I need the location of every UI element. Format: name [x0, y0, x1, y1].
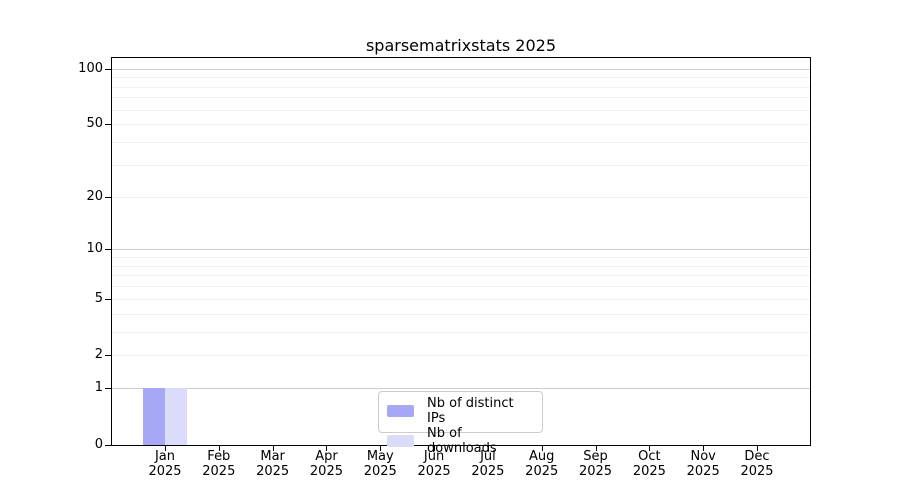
- x-tick-month: May: [366, 449, 394, 464]
- x-tick-year: 2025: [578, 464, 613, 479]
- x-tick-year: 2025: [632, 464, 666, 479]
- x-tick-year: 2025: [363, 464, 397, 479]
- gridline-minor: [112, 275, 810, 277]
- gridline-minor: [112, 164, 810, 166]
- y-axis-tick-label: 20: [86, 188, 103, 204]
- x-axis-tick: [165, 445, 166, 451]
- x-tick-month: Oct: [638, 449, 661, 464]
- y-axis-tick-label: 0: [94, 437, 103, 452]
- x-axis-tick-label: Jun 2025: [402, 449, 466, 479]
- gridline-minor: [112, 355, 810, 357]
- legend-label-distinct-ips: Nb of distinct IPs: [427, 396, 514, 426]
- x-axis-tick-label: Sep 2025: [564, 449, 628, 479]
- x-axis-tick: [380, 445, 382, 451]
- legend-item-distinct-ips: Nb of distinct IPs: [387, 396, 534, 426]
- x-tick-month: Dec: [744, 449, 770, 464]
- gridline-minor: [112, 265, 810, 267]
- x-axis-tick: [487, 445, 489, 451]
- x-tick-month: Feb: [207, 449, 231, 464]
- gridline-minor: [112, 298, 810, 300]
- x-axis-tick-label: Jul 2025: [456, 449, 520, 479]
- x-axis-tick: [757, 445, 758, 451]
- x-axis-tick: [326, 445, 328, 451]
- gridline-minor: [112, 257, 810, 259]
- legend-item-downloads: Nb of downloads: [387, 426, 534, 456]
- y-axis-tick: [105, 298, 111, 300]
- x-axis-tick-label: Jan 2025: [133, 449, 197, 479]
- x-tick-year: 2025: [686, 464, 720, 479]
- x-tick-month: Nov: [690, 449, 716, 464]
- x-tick-month: Aug: [529, 449, 555, 464]
- y-axis-tick: [105, 249, 111, 251]
- y-axis-tick: [105, 388, 111, 390]
- x-axis-tick-label: Nov 2025: [671, 449, 735, 479]
- y-axis-tick: [105, 355, 111, 357]
- x-tick-year: 2025: [148, 464, 182, 479]
- gridline-major: [112, 249, 810, 251]
- bar-downloads: [165, 388, 187, 445]
- x-tick-year: 2025: [202, 464, 236, 479]
- legend-swatch-downloads-icon: [387, 435, 414, 447]
- gridline-minor: [112, 77, 810, 79]
- gridline-minor: [112, 97, 810, 99]
- x-axis-tick: [595, 445, 597, 451]
- gridline-minor: [112, 196, 810, 198]
- x-axis-tick-label: Apr 2025: [294, 449, 358, 479]
- x-axis-tick: [218, 445, 220, 451]
- y-axis-tick-label: 10: [86, 241, 103, 257]
- x-axis-tick: [649, 445, 651, 451]
- x-tick-month: Mar: [260, 449, 285, 464]
- bar-distinct-ips: [143, 388, 165, 445]
- gridline-minor: [112, 109, 810, 111]
- plot-area: [105, 57, 811, 451]
- x-axis-tick-label: Feb 2025: [187, 449, 251, 479]
- x-tick-month: Jan: [154, 449, 176, 464]
- legend: Nb of distinct IPs Nb of downloads: [378, 391, 543, 456]
- x-axis-tick: [541, 445, 543, 451]
- gridline-major: [112, 388, 810, 390]
- x-tick-year: 2025: [256, 464, 290, 479]
- chart-title: sparsematrixstats 2025: [365, 36, 557, 55]
- y-axis-tick: [105, 445, 111, 446]
- x-tick-month: Sep: [583, 449, 608, 464]
- gridline-minor: [112, 124, 810, 126]
- y-axis-tick-label: 2: [94, 347, 103, 363]
- x-axis-tick: [434, 445, 436, 451]
- gridline-minor: [112, 331, 810, 333]
- gridline-minor: [112, 142, 810, 144]
- x-tick-year: 2025: [309, 464, 343, 479]
- x-axis-tick-label: May 2025: [348, 449, 412, 479]
- x-axis-tick: [703, 445, 705, 451]
- x-tick-year: 2025: [417, 464, 451, 479]
- x-tick-month: Jul: [480, 449, 496, 464]
- legend-label-downloads: Nb of downloads: [427, 426, 497, 456]
- y-axis-tick: [105, 196, 111, 198]
- y-axis-tick-label: 50: [86, 116, 103, 132]
- y-axis-tick-label: 100: [78, 60, 103, 76]
- gridline-minor: [112, 286, 810, 288]
- y-axis-tick: [105, 124, 111, 126]
- x-tick-year: 2025: [740, 464, 774, 479]
- y-axis-tick-label: 5: [94, 290, 103, 306]
- gridline-major: [112, 68, 810, 70]
- x-tick-year: 2025: [471, 464, 505, 479]
- x-tick-year: 2025: [525, 464, 559, 479]
- x-axis-tick-label: Oct 2025: [617, 449, 681, 479]
- legend-swatch-distinct-ips-icon: [387, 405, 414, 417]
- x-axis-tick-label: Mar 2025: [241, 449, 305, 479]
- x-axis-tick: [272, 445, 274, 451]
- y-axis-tick-label: 1: [94, 380, 103, 396]
- x-axis-tick-label: Aug 2025: [510, 449, 574, 479]
- x-tick-month: Apr: [315, 449, 338, 464]
- gridline-minor: [112, 313, 810, 315]
- gridline-minor: [112, 86, 810, 88]
- x-tick-month: Jun: [423, 449, 445, 464]
- x-axis-tick-label: Dec 2025: [725, 449, 789, 479]
- y-axis-tick: [105, 68, 111, 70]
